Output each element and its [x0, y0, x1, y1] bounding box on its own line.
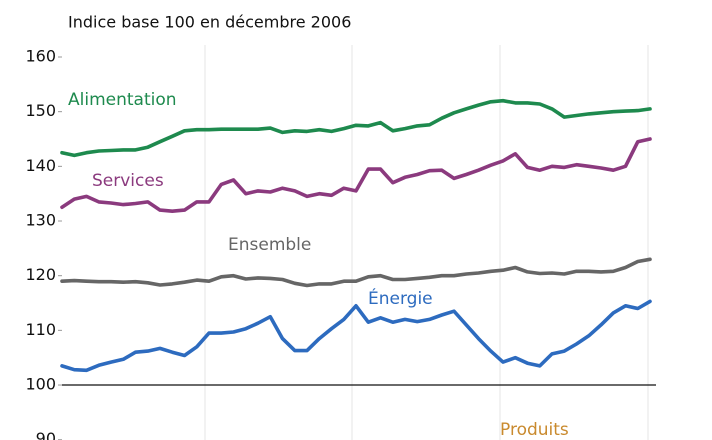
y-tick-label: 130 [25, 211, 56, 230]
y-tick-label: 150 [25, 101, 56, 120]
chart-title: Indice base 100 en décembre 2006 [68, 13, 351, 32]
plot [58, 56, 656, 440]
series-line [60, 137, 652, 213]
series-line [60, 257, 652, 288]
y-tick-label: 110 [25, 320, 56, 339]
y-tick-label: 90 [36, 429, 56, 440]
series-label: Services [92, 171, 164, 191]
series-line [60, 98, 652, 158]
annotation: Produits [500, 420, 569, 440]
series-label: Alimentation [68, 90, 177, 110]
y-tick-label: 160 [25, 47, 56, 66]
series-label: Ensemble [228, 235, 311, 255]
series-label: Énergie [368, 287, 433, 309]
y-tick-label: 100 [25, 375, 56, 394]
y-tick-label: 120 [25, 265, 56, 284]
series-line [60, 299, 652, 373]
y-tick-label: 140 [25, 156, 56, 175]
